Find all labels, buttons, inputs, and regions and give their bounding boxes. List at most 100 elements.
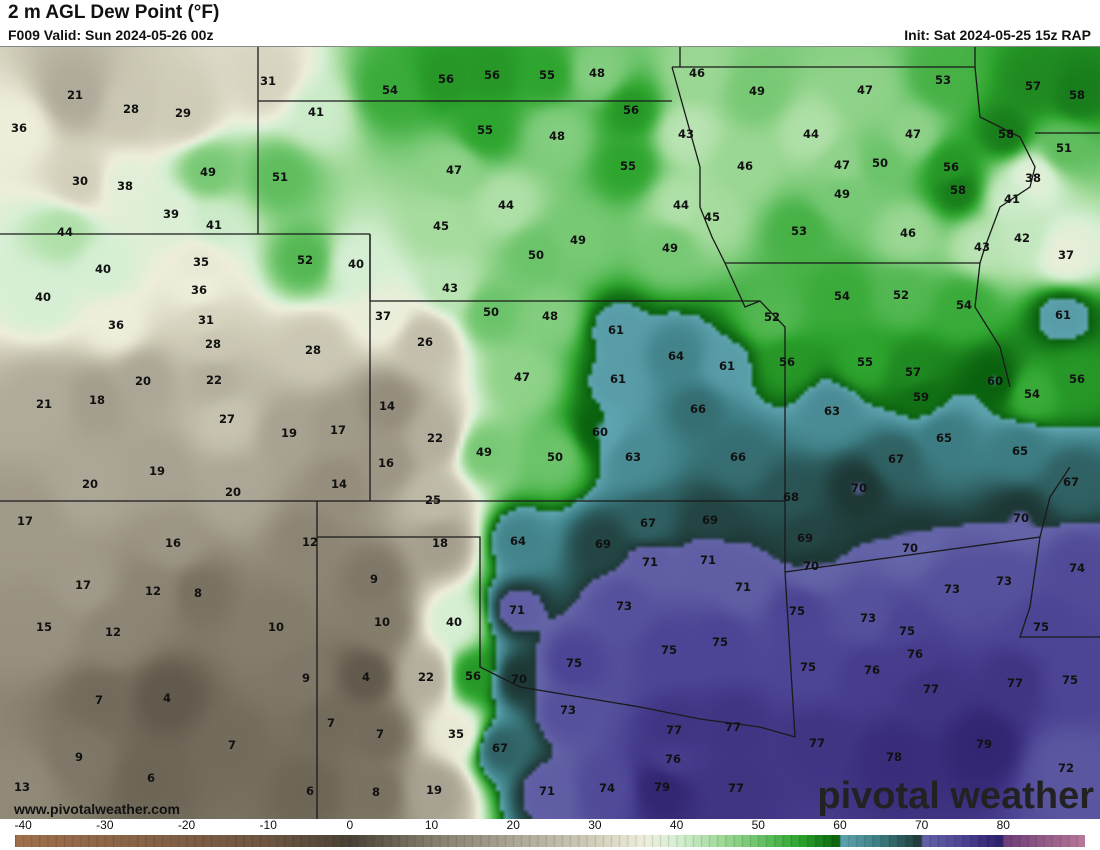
station-value: 77 bbox=[666, 723, 682, 737]
station-value: 29 bbox=[175, 106, 191, 120]
station-value: 54 bbox=[834, 289, 850, 303]
station-value: 54 bbox=[382, 83, 398, 97]
station-value: 40 bbox=[348, 257, 364, 271]
station-value: 74 bbox=[1069, 561, 1085, 575]
station-value: 14 bbox=[379, 399, 395, 413]
station-value: 65 bbox=[1012, 444, 1028, 458]
station-value: 18 bbox=[89, 393, 105, 407]
website-link[interactable]: www.pivotalweather.com bbox=[14, 800, 180, 817]
station-value: 16 bbox=[378, 456, 394, 470]
station-value: 8 bbox=[194, 586, 202, 600]
station-value: 22 bbox=[418, 670, 434, 684]
station-value: 36 bbox=[191, 283, 207, 297]
station-value: 4 bbox=[362, 670, 370, 684]
station-value: 77 bbox=[728, 781, 744, 795]
station-value: 46 bbox=[689, 66, 705, 80]
colorbar bbox=[15, 835, 1085, 847]
station-value: 20 bbox=[82, 477, 98, 491]
colorbar-tick: 50 bbox=[751, 818, 765, 832]
station-value: 56 bbox=[484, 68, 500, 82]
station-value: 74 bbox=[599, 781, 615, 795]
station-value: 68 bbox=[783, 490, 799, 504]
station-value: 44 bbox=[498, 198, 514, 212]
station-value: 30 bbox=[72, 174, 88, 188]
station-value: 8 bbox=[372, 785, 380, 799]
station-value: 50 bbox=[528, 248, 544, 262]
station-value: 60 bbox=[592, 425, 608, 439]
station-value: 75 bbox=[789, 604, 805, 618]
station-value: 14 bbox=[331, 477, 347, 491]
colorbar-tick: 80 bbox=[996, 818, 1010, 832]
station-value: 53 bbox=[791, 224, 807, 238]
station-value: 72 bbox=[1058, 761, 1074, 775]
station-value: 55 bbox=[477, 123, 493, 137]
station-value: 7 bbox=[228, 738, 236, 752]
station-value: 10 bbox=[268, 620, 284, 634]
station-value: 41 bbox=[1004, 192, 1020, 206]
station-value: 36 bbox=[108, 318, 124, 332]
station-value: 49 bbox=[570, 233, 586, 247]
station-value: 22 bbox=[206, 373, 222, 387]
station-value: 4 bbox=[163, 691, 171, 705]
station-value: 71 bbox=[539, 784, 555, 798]
station-value: 73 bbox=[860, 611, 876, 625]
station-value: 71 bbox=[642, 555, 658, 569]
station-value: 54 bbox=[956, 298, 972, 312]
station-value: 61 bbox=[608, 323, 624, 337]
station-value: 55 bbox=[857, 355, 873, 369]
station-value: 77 bbox=[1007, 676, 1023, 690]
station-value: 43 bbox=[442, 281, 458, 295]
station-value: 52 bbox=[764, 310, 780, 324]
station-value: 7 bbox=[376, 727, 384, 741]
station-value: 36 bbox=[11, 121, 27, 135]
station-value: 31 bbox=[198, 313, 214, 327]
station-value: 49 bbox=[749, 84, 765, 98]
station-value: 71 bbox=[700, 553, 716, 567]
station-value: 17 bbox=[17, 514, 33, 528]
station-value: 75 bbox=[899, 624, 915, 638]
station-value: 57 bbox=[1025, 79, 1041, 93]
state-border bbox=[369, 47, 681, 301]
station-value: 21 bbox=[67, 88, 83, 102]
station-value: 70 bbox=[851, 481, 867, 495]
station-value: 40 bbox=[35, 290, 51, 304]
station-value: 12 bbox=[105, 625, 121, 639]
station-value: 75 bbox=[661, 643, 677, 657]
station-value: 9 bbox=[302, 671, 310, 685]
init-time: Init: Sat 2024-05-25 15z RAP bbox=[904, 27, 1091, 43]
station-value: 12 bbox=[302, 535, 318, 549]
station-value: 38 bbox=[117, 179, 133, 193]
station-value: 42 bbox=[1014, 231, 1030, 245]
colorbar-tick: 0 bbox=[346, 818, 354, 832]
station-value: 47 bbox=[857, 83, 873, 97]
station-value: 67 bbox=[1063, 475, 1079, 489]
station-value: 17 bbox=[75, 578, 91, 592]
station-value: 71 bbox=[735, 580, 751, 594]
station-value: 63 bbox=[824, 404, 840, 418]
colorbar-tick: 40 bbox=[669, 818, 684, 832]
colorbar-tick: 30 bbox=[588, 818, 602, 832]
station-value: 27 bbox=[219, 412, 235, 426]
station-value: 70 bbox=[803, 559, 819, 573]
station-value: 76 bbox=[665, 752, 681, 766]
station-value: 15 bbox=[36, 620, 52, 634]
station-value: 70 bbox=[1013, 511, 1029, 525]
station-value: 77 bbox=[725, 720, 741, 734]
colorbar-tick: -40 bbox=[14, 818, 32, 832]
station-value: 50 bbox=[483, 305, 499, 319]
station-value: 69 bbox=[595, 537, 611, 551]
station-value: 69 bbox=[702, 513, 718, 527]
station-value: 28 bbox=[205, 337, 221, 351]
station-value: 59 bbox=[913, 390, 929, 404]
station-value: 50 bbox=[872, 156, 888, 170]
station-value: 25 bbox=[425, 493, 441, 507]
station-value: 73 bbox=[616, 599, 632, 613]
station-value: 44 bbox=[673, 198, 689, 212]
state-border bbox=[671, 66, 1036, 388]
station-value: 43 bbox=[678, 127, 694, 141]
station-value: 73 bbox=[944, 582, 960, 596]
station-value: 9 bbox=[370, 572, 378, 586]
colorbar-tick: 20 bbox=[506, 818, 520, 832]
station-value: 56 bbox=[465, 669, 481, 683]
